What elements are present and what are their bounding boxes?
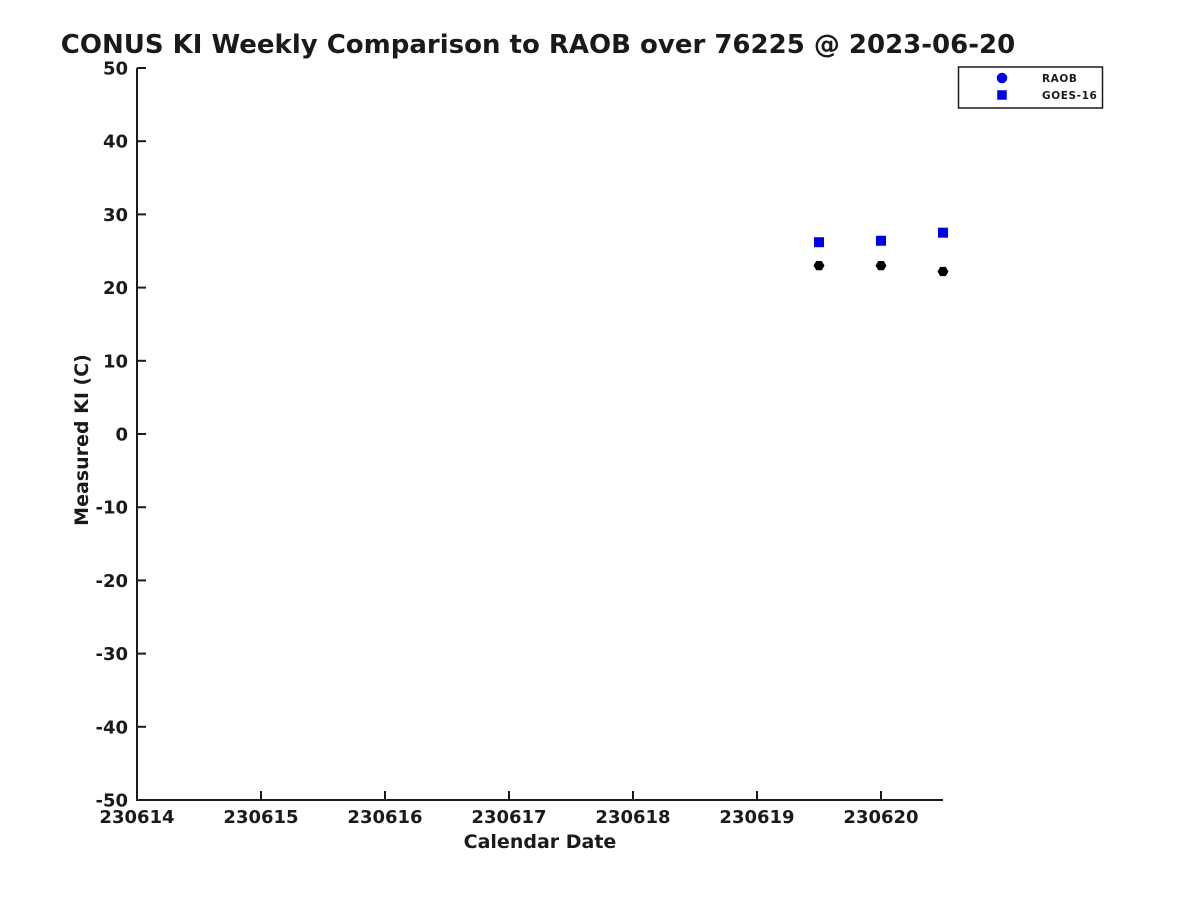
y-tick-label: 10 — [103, 351, 128, 372]
x-tick-label: 230619 — [719, 807, 794, 828]
y-tick-label: -50 — [95, 791, 128, 812]
y-tick-label: 20 — [103, 278, 128, 299]
x-tick-label: 230616 — [347, 807, 422, 828]
legend-entry-label: GOES-16 — [1042, 90, 1097, 102]
y-tick-label: 30 — [103, 205, 128, 226]
y-tick-label: -30 — [95, 644, 128, 665]
x-tick-label: 230615 — [223, 807, 298, 828]
legend-entry-label: RAOB — [1042, 73, 1078, 85]
chart-title: CONUS KI Weekly Comparison to RAOB over … — [61, 30, 1015, 60]
legend-marker-goes-16 — [997, 90, 1007, 100]
x-tick-label: 230620 — [843, 807, 918, 828]
legend: RAOB GOES-16 — [957, 66, 1104, 109]
data-point-raob — [875, 261, 887, 271]
y-tick-label: -40 — [95, 717, 128, 738]
x-tick-label: 230614 — [99, 807, 174, 828]
data-point-goes-16 — [814, 237, 824, 248]
data-layer — [813, 227, 949, 277]
data-point-raob — [937, 266, 949, 277]
x-axis-label: Calendar Date — [464, 831, 617, 853]
data-point-goes-16 — [876, 235, 886, 246]
y-tick-label: 50 — [103, 59, 128, 80]
legend-box — [957, 66, 1104, 109]
legend-marker-raob — [996, 72, 1008, 84]
x-tick-label: 230617 — [471, 807, 546, 828]
data-point-goes-16 — [938, 227, 948, 238]
y-tick-label: 40 — [103, 132, 128, 153]
y-tick-label: 0 — [115, 425, 128, 446]
y-tick-label: -20 — [95, 571, 128, 592]
x-tick-label: 230618 — [595, 807, 670, 828]
y-axis-label: Measured KI (C) — [71, 354, 93, 526]
data-point-raob — [813, 261, 825, 271]
y-tick-label: -10 — [95, 498, 128, 519]
